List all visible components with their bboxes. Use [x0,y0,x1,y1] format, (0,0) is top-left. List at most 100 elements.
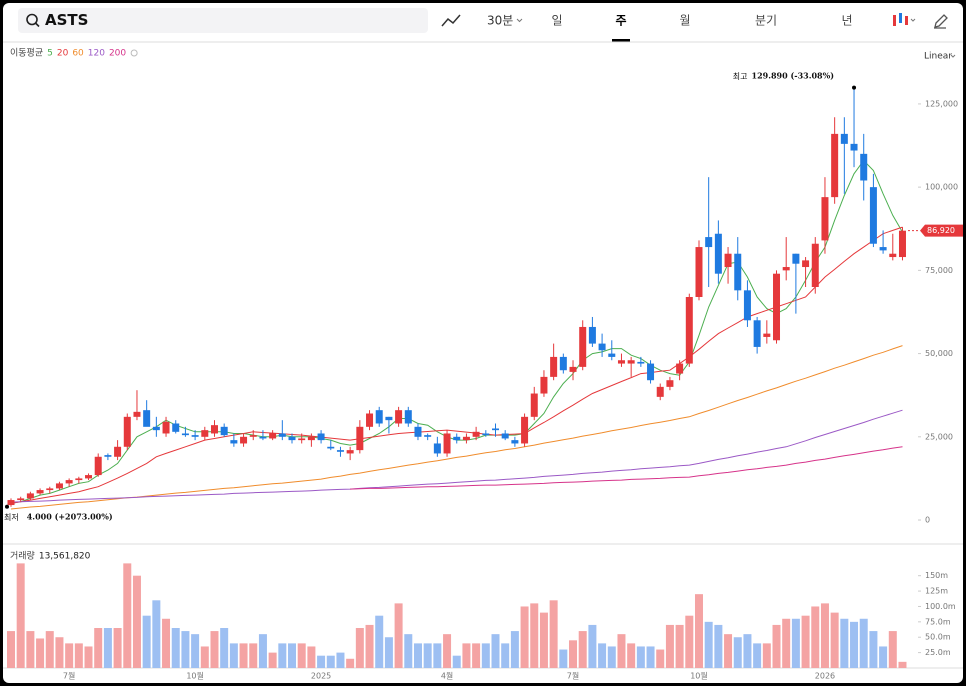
candle-body [734,253,742,291]
candle-body [327,446,335,449]
volume-bar [627,643,636,668]
volume-bar [733,637,742,668]
volume-bar [481,643,490,668]
candle-body [414,426,422,437]
candle-body [850,143,858,151]
volume-bar [539,612,548,668]
search-icon [26,13,38,26]
volume-bar [443,634,452,668]
volume-bar [200,646,209,668]
moving-average [350,446,903,490]
volume-bar [103,628,112,668]
y-tick-label: 0 [925,516,930,525]
y-tick-label: 50,000 [925,349,953,358]
search-box[interactable] [18,8,428,33]
candle-icon[interactable] [905,16,908,25]
tab[interactable]: 주 [615,14,626,28]
candle-body [36,490,44,494]
candle-body [46,488,54,491]
tab[interactable]: 일 [551,14,562,28]
volume-bar [801,615,810,668]
candle-icon[interactable] [899,13,902,23]
volume-bar [588,624,597,668]
candle-body [521,416,529,444]
volume-bar [423,643,432,668]
volume-bar [811,606,820,668]
y-tick-label: 125,000 [925,99,958,108]
legend-entry: 60 [72,49,84,59]
candle-body [375,410,383,424]
volume-bar [569,640,578,668]
candle-body [627,360,635,364]
indicator-icon[interactable] [441,14,461,27]
volume-bar [685,615,694,668]
volume-bar [45,631,54,668]
volume-bar [36,638,45,668]
volume-bar [220,628,229,668]
candle-body [811,243,819,288]
candle-body [152,426,160,431]
tab[interactable]: 년 [841,14,852,28]
window [3,3,963,683]
candle-icon[interactable] [893,15,896,26]
candle-body [307,436,315,441]
candle-body [550,356,558,377]
volume-bar [704,621,713,668]
candle-body [240,436,248,444]
y-tick-label: 100,000 [925,183,958,192]
x-tick-label: 10월 [690,671,708,681]
moving-average [10,345,903,510]
tab[interactable]: 월 [679,14,690,28]
volume-bar [879,646,888,668]
candle-body [617,360,625,364]
legend-entry: 120 [88,49,105,59]
candle-body [230,440,238,444]
volume-bar [210,631,219,668]
legend-entry: 20 [57,49,69,59]
x-tick-label: 7월 [567,671,579,681]
volume-bar [578,631,587,668]
y-tick-label: 75,000 [925,266,953,275]
draw-icon[interactable] [934,14,948,29]
candle-body [210,425,218,434]
symbol[interactable]: ASTS [45,11,88,29]
volume-bar [375,615,384,668]
candle-body [666,380,674,387]
volume-bar [675,624,684,668]
candle-body [685,296,693,364]
candle-body [588,326,596,344]
candle-body [7,500,15,506]
candle-body [75,478,83,481]
candle-body [840,133,848,144]
candle-body [608,353,616,357]
volume-bar [365,624,374,668]
legend-settings [130,49,138,57]
volume-bar [268,652,277,668]
volume-bar [74,643,83,668]
volume-bar [646,646,655,668]
candle-body [133,411,141,417]
candle-body [569,366,577,372]
candle-body [714,233,722,274]
scale-mode[interactable]: Linear [924,52,952,62]
candle-body [511,440,519,444]
volume-bar [55,637,64,668]
legend-title: 이동평균 [10,48,43,59]
volume-bar [84,646,93,668]
volume-bar [94,628,103,668]
volume-bar [113,628,122,668]
volume-bar [772,624,781,668]
volume-bar [617,634,626,668]
high-text: 129.890 (-33.08%) [752,71,835,81]
volume-value: 13,561,820 [39,552,91,562]
candle-body [220,426,228,436]
tab[interactable]: 분기 [755,14,777,28]
interval[interactable]: 30분 [487,14,513,28]
volume-bar [607,646,616,668]
volume-bar [743,634,752,668]
volume-bar [859,618,868,668]
candle-body [17,498,25,501]
chevron [950,54,956,58]
candle-body [598,343,606,351]
candle-body [889,253,897,258]
